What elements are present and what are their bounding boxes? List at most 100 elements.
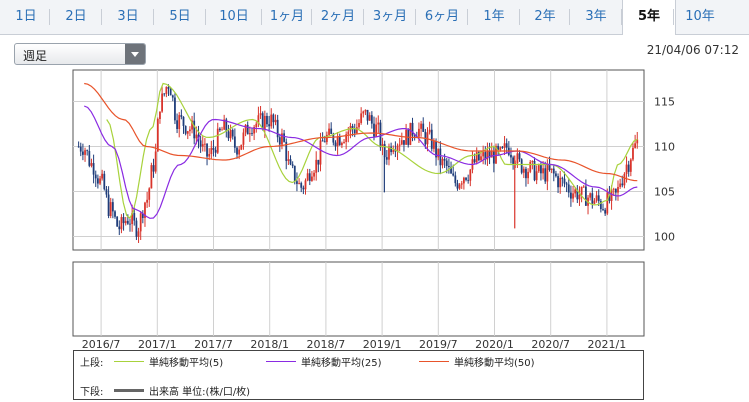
candle-body bbox=[561, 177, 564, 179]
tab-12[interactable]: 3年 bbox=[585, 9, 607, 24]
candle-body bbox=[448, 165, 450, 167]
timestamp: 21/04/06 07:12 bbox=[646, 43, 739, 57]
candle-body bbox=[178, 115, 181, 130]
candle-body bbox=[268, 124, 271, 127]
candle-body bbox=[482, 152, 485, 157]
candle-body bbox=[163, 93, 166, 95]
tab-9[interactable]: 6ヶ月 bbox=[424, 9, 460, 24]
candle-body bbox=[201, 144, 204, 147]
candle-body bbox=[161, 93, 163, 112]
candle-body bbox=[533, 160, 536, 181]
candle-body bbox=[599, 201, 602, 210]
tab-14[interactable]: 10年 bbox=[685, 9, 715, 24]
candle-body bbox=[154, 151, 157, 172]
candle-body bbox=[336, 136, 339, 147]
candle-body bbox=[542, 168, 544, 174]
candle-body bbox=[619, 183, 622, 187]
candle-body bbox=[263, 115, 266, 130]
candle-body bbox=[422, 123, 425, 132]
tab-7[interactable]: 2ヶ月 bbox=[320, 9, 356, 24]
tab-13[interactable]: 5年 bbox=[622, 0, 676, 35]
candle-body bbox=[426, 132, 429, 145]
candle-body bbox=[370, 115, 373, 124]
tab-3[interactable]: 3日 bbox=[117, 9, 139, 24]
candle-body bbox=[606, 192, 609, 214]
candle-body bbox=[445, 160, 448, 166]
candle-body bbox=[550, 168, 553, 170]
candle-body bbox=[527, 171, 529, 179]
candle-body bbox=[184, 125, 187, 134]
candle-body bbox=[578, 194, 581, 200]
legend-ma5: 単純移動平均(5) bbox=[149, 358, 224, 369]
ma-line bbox=[84, 82, 638, 182]
candle-body bbox=[306, 173, 309, 181]
candle-body bbox=[531, 160, 534, 162]
candle-body bbox=[298, 183, 300, 184]
candle-body bbox=[469, 169, 472, 181]
lower-plot-frame bbox=[72, 261, 645, 337]
candle-body bbox=[233, 136, 236, 148]
candle-body bbox=[86, 150, 89, 152]
tab-8[interactable]: 3ヶ月 bbox=[372, 9, 408, 24]
candle-body bbox=[156, 119, 159, 152]
candle-body bbox=[514, 163, 517, 165]
candle-body bbox=[486, 150, 489, 160]
candle-body bbox=[225, 119, 228, 132]
candle-body bbox=[221, 129, 223, 131]
candle-body bbox=[338, 136, 341, 146]
candle-body bbox=[525, 168, 527, 179]
candle-body bbox=[377, 122, 380, 125]
candle-body bbox=[584, 186, 587, 206]
candle-body bbox=[507, 147, 510, 155]
legend-upper-label: 上段: bbox=[80, 358, 104, 369]
tab-10[interactable]: 1年 bbox=[483, 9, 505, 24]
candle-body bbox=[315, 159, 318, 173]
candle-body bbox=[180, 115, 183, 117]
candle-body bbox=[454, 175, 457, 184]
tab-5[interactable]: 10日 bbox=[219, 9, 249, 24]
tab-6[interactable]: 1ヶ月 bbox=[269, 9, 305, 24]
chevron-down-icon[interactable] bbox=[125, 44, 145, 64]
candle-body bbox=[120, 217, 123, 230]
candle-body bbox=[503, 143, 506, 148]
candle-body bbox=[510, 154, 512, 158]
tab-11[interactable]: 2年 bbox=[534, 9, 556, 24]
tab-2[interactable]: 2日 bbox=[65, 9, 87, 24]
candle-body bbox=[552, 168, 555, 174]
candle-body bbox=[186, 131, 189, 134]
tab-separator bbox=[415, 9, 416, 25]
candle-body bbox=[535, 171, 538, 181]
candle-body bbox=[259, 113, 262, 116]
candle-body bbox=[595, 195, 598, 201]
candle-body bbox=[623, 173, 626, 186]
period-select[interactable]: 週足 bbox=[14, 43, 146, 65]
candle-body bbox=[133, 213, 136, 221]
candle-body bbox=[308, 173, 311, 181]
candle-body bbox=[473, 159, 476, 163]
candle-body bbox=[223, 119, 226, 130]
candle-body bbox=[165, 86, 168, 94]
candle-body bbox=[392, 150, 395, 153]
candle-body bbox=[159, 111, 161, 120]
candle-body bbox=[144, 202, 146, 218]
candle-body bbox=[328, 128, 330, 135]
tab-separator bbox=[363, 9, 364, 25]
candle-body bbox=[570, 192, 572, 199]
candle-body bbox=[501, 147, 504, 148]
candle-body bbox=[146, 199, 149, 203]
y-tick-label: 105 bbox=[654, 186, 675, 199]
candle-body bbox=[574, 189, 577, 194]
tab-1[interactable]: 1日 bbox=[15, 9, 37, 24]
candle-body bbox=[355, 127, 358, 134]
candle-body bbox=[296, 181, 298, 184]
candle-body bbox=[430, 129, 433, 149]
y-tick-label: 100 bbox=[654, 231, 675, 244]
candle-body bbox=[107, 194, 110, 216]
candle-body bbox=[557, 176, 559, 188]
tab-4[interactable]: 5日 bbox=[169, 9, 191, 24]
candle-body bbox=[90, 163, 93, 166]
tab-separator bbox=[519, 9, 520, 25]
candle-body bbox=[475, 152, 478, 163]
candle-body bbox=[518, 153, 521, 160]
candle-body bbox=[255, 123, 258, 128]
